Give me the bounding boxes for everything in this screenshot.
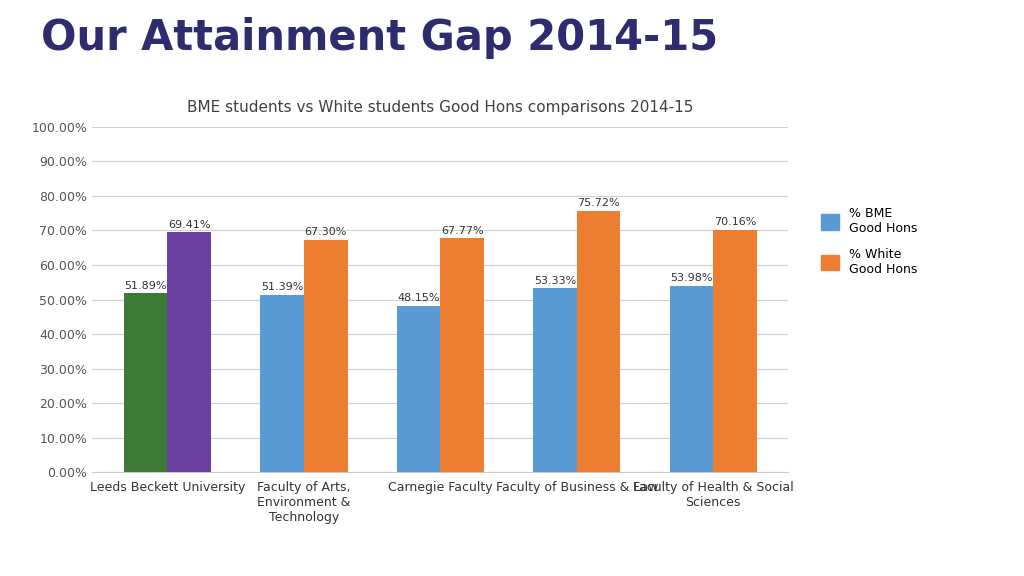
Text: 75.72%: 75.72% [578, 198, 620, 208]
Text: 70.16%: 70.16% [714, 217, 756, 228]
Text: 69.41%: 69.41% [168, 220, 211, 230]
Text: BME students vs White students Good Hons comparisons 2014-15: BME students vs White students Good Hons… [187, 100, 693, 115]
Bar [168, 233, 211, 472]
Bar [124, 293, 168, 472]
Text: 48.15%: 48.15% [397, 294, 439, 304]
Bar [260, 295, 304, 472]
Bar [670, 286, 713, 472]
Text: 53.98%: 53.98% [670, 274, 713, 283]
Text: Our Attainment Gap 2014-15: Our Attainment Gap 2014-15 [41, 17, 718, 59]
Text: 67.30%: 67.30% [304, 228, 347, 237]
Bar [440, 238, 484, 472]
Bar [713, 230, 757, 472]
Text: 67.77%: 67.77% [441, 226, 483, 236]
Bar [577, 211, 621, 472]
Legend: % BME
Good Hons, % White
Good Hons: % BME Good Hons, % White Good Hons [816, 202, 923, 281]
Bar [304, 240, 347, 472]
Text: 53.33%: 53.33% [534, 275, 577, 286]
Bar [396, 306, 440, 472]
Text: 51.89%: 51.89% [124, 281, 167, 290]
Text: 51.39%: 51.39% [261, 282, 303, 292]
Bar [534, 288, 577, 472]
